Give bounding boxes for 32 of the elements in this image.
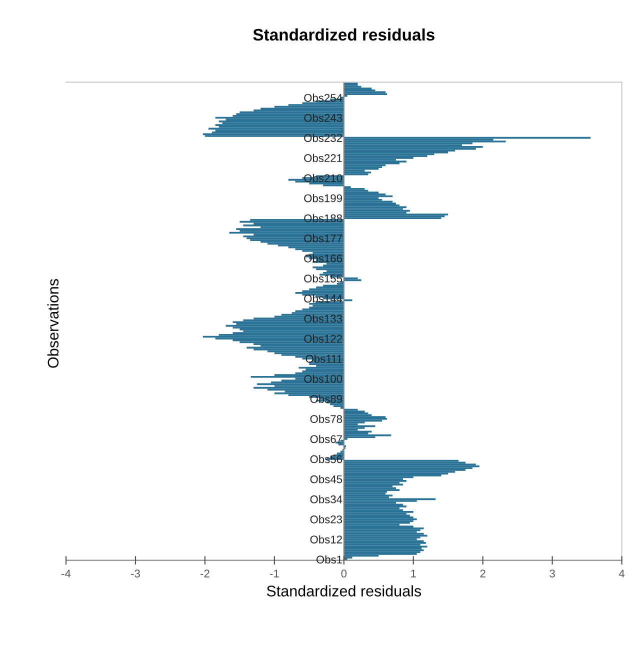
x-tick-label: 3 [550,570,555,578]
y-tick-label: Obs221 [304,154,342,162]
y-tick-label: Obs45 [310,475,342,484]
y-tick-label: Obs122 [304,334,342,343]
y-tick-label: Obs78 [310,414,342,424]
y-tick-label: Obs12 [310,535,342,544]
x-tick-label: -1 [270,570,279,578]
chart-title: Standardized residuals [253,28,434,41]
x-tick-label: 1 [411,570,416,578]
y-tick-label: Obs155 [304,274,342,282]
y-tick-label: Obs210 [304,174,342,182]
y-tick-label: Obs199 [304,194,342,202]
y-tick-label: Obs23 [310,515,342,524]
x-tick-label: -4 [62,570,71,578]
x-tick-label: -3 [131,570,140,578]
y-tick-label: Obs254 [304,94,342,102]
x-tick-label: -2 [200,570,210,578]
y-tick-label: Obs100 [304,374,342,383]
x-axis-title: Standardized residuals [266,585,422,596]
y-tick-label: Obs67 [310,434,342,444]
x-tick-label: 4 [618,570,625,578]
x-tick-label: 0 [341,570,347,578]
y-tick-label: Obs177 [304,234,342,242]
y-tick-label: Obs34 [310,495,342,504]
y-tick-label: Obs243 [304,114,342,122]
y-tick-label: Obs1 [316,555,342,564]
x-tick-label: 2 [480,570,486,578]
y-tick-label: Obs56 [310,454,342,464]
y-axis-title: Observations [47,279,59,368]
y-tick-label: Obs89 [310,394,342,403]
y-tick-label: Obs111 [306,354,342,363]
y-tick-label: Obs133 [304,314,342,323]
